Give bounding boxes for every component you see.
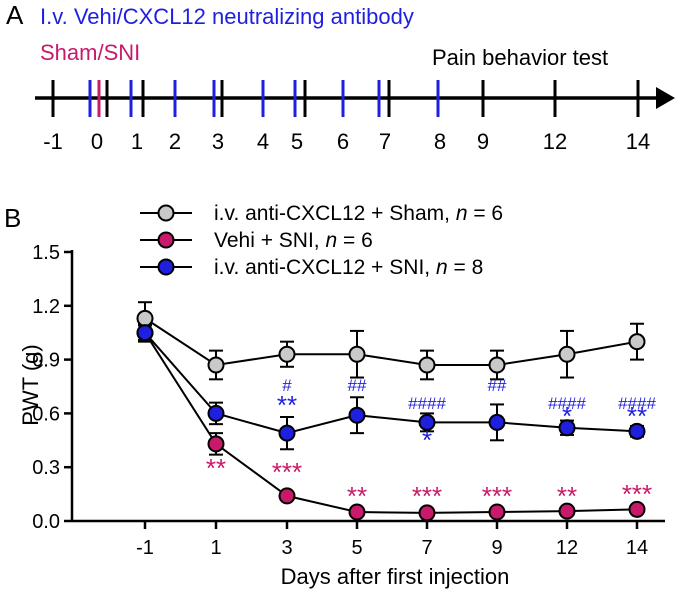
legend-entry: Vehi + SNI, n = 6 <box>214 229 373 252</box>
data-point <box>558 502 576 520</box>
x-tick-label: 12 <box>556 537 578 559</box>
chart-plot-area: ** ***** *** *** ** ******* **# ############ ###… <box>136 301 656 522</box>
data-point <box>348 406 366 424</box>
chart-axes: 0.0 0.3 0.6 0.9 1.2 1.5 -1 1 3 5 7 9 12 14 <box>32 242 665 559</box>
data-point <box>207 356 225 374</box>
x-tick-label: -1 <box>136 537 154 559</box>
data-point <box>348 345 366 363</box>
significance-hash: #### <box>618 394 656 413</box>
timeline-day-label: 0 <box>91 129 103 154</box>
y-axis-label: PWT (g) <box>18 344 43 425</box>
timeline-day-label: 4 <box>257 129 269 154</box>
significance-star: * <box>422 425 432 455</box>
data-point <box>418 356 436 374</box>
significance-star: *** <box>272 457 302 487</box>
significance-star: ** <box>206 453 226 483</box>
data-point <box>488 413 506 431</box>
timeline-day-label: 1 <box>131 129 143 154</box>
data-point <box>628 333 646 351</box>
panel-b-label: B <box>4 203 21 233</box>
data-point <box>207 435 225 453</box>
legend-entry: i.v. anti-CXCL12 + SNI, n = 8 <box>214 256 483 279</box>
timeline-day-label: 9 <box>477 129 489 154</box>
x-tick-label: 5 <box>351 537 362 559</box>
significance-hash: #### <box>408 394 446 413</box>
timeline-arrow <box>656 87 675 109</box>
timeline-day-label: 12 <box>543 129 567 154</box>
legend-marker <box>157 204 175 222</box>
data-point <box>136 324 154 342</box>
y-tick-label: 0.6 <box>32 403 60 425</box>
chart-legend: i.v. anti-CXCL12 + Sham, n = 6 Vehi + SNI… <box>140 202 503 279</box>
x-tick-label: 7 <box>421 537 432 559</box>
timeline-day-label: 5 <box>291 129 303 154</box>
significance-star: ** <box>277 390 297 420</box>
y-tick-label: 0.3 <box>32 457 60 479</box>
x-axis-label: Days after first injection <box>281 564 510 589</box>
data-point <box>278 345 296 363</box>
pain-behavior-label: Pain behavior test <box>432 45 608 70</box>
data-point <box>488 356 506 374</box>
significance-hash: ## <box>348 376 367 395</box>
significance-star: ** <box>627 401 647 431</box>
series-line <box>144 332 638 435</box>
data-point <box>278 424 296 442</box>
significance-star: * <box>562 401 572 431</box>
significance-star: *** <box>412 481 442 511</box>
y-tick-label: 0.9 <box>32 350 60 372</box>
data-point <box>418 413 436 431</box>
significance-hash: #### <box>548 394 586 413</box>
series-line <box>144 332 638 514</box>
data-point <box>628 422 646 440</box>
timeline-day-label: 14 <box>626 129 650 154</box>
x-tick-label: 14 <box>626 537 648 559</box>
timeline-day-label: 2 <box>169 129 181 154</box>
timeline-day-label: 3 <box>212 129 224 154</box>
significance-star: *** <box>482 481 512 511</box>
timeline-day-label: -1 <box>43 129 63 154</box>
timeline-day-label: 8 <box>434 129 446 154</box>
significance-star: *** <box>622 479 652 509</box>
significance-hash: ## <box>488 376 507 395</box>
timeline: -1 0 1 2 3 4 5 6 7 8 9 12 14 <box>35 80 675 154</box>
significance-hash: # <box>282 376 292 395</box>
data-point <box>136 309 154 327</box>
legend-marker <box>157 258 175 276</box>
timeline-title-blue: I.v. Vehi/CXCL12 neutralizing antibody <box>40 4 414 29</box>
x-tick-label: 3 <box>281 537 292 559</box>
series-line <box>144 317 638 367</box>
significance-star: ** <box>557 481 577 511</box>
significance-star: ** <box>347 481 367 511</box>
data-point <box>348 503 366 521</box>
data-point <box>558 345 576 363</box>
x-tick-label: 1 <box>210 537 221 559</box>
timeline-day-label: 7 <box>379 129 391 154</box>
y-tick-label: 0.0 <box>32 511 60 533</box>
panel-a-label: A <box>6 0 24 30</box>
legend-entry: i.v. anti-CXCL12 + Sham, n = 6 <box>214 202 503 225</box>
y-tick-label: 1.5 <box>32 242 60 264</box>
data-point <box>628 500 646 518</box>
data-point <box>278 487 296 505</box>
data-point <box>488 503 506 521</box>
data-point <box>418 504 436 522</box>
timeline-title-magenta: Sham/SNI <box>40 40 140 65</box>
x-tick-label: 9 <box>491 537 502 559</box>
data-point <box>207 404 225 422</box>
legend-marker <box>157 231 175 249</box>
timeline-day-label: 6 <box>337 129 349 154</box>
y-tick-label: 1.2 <box>32 296 60 318</box>
data-point <box>558 419 576 437</box>
